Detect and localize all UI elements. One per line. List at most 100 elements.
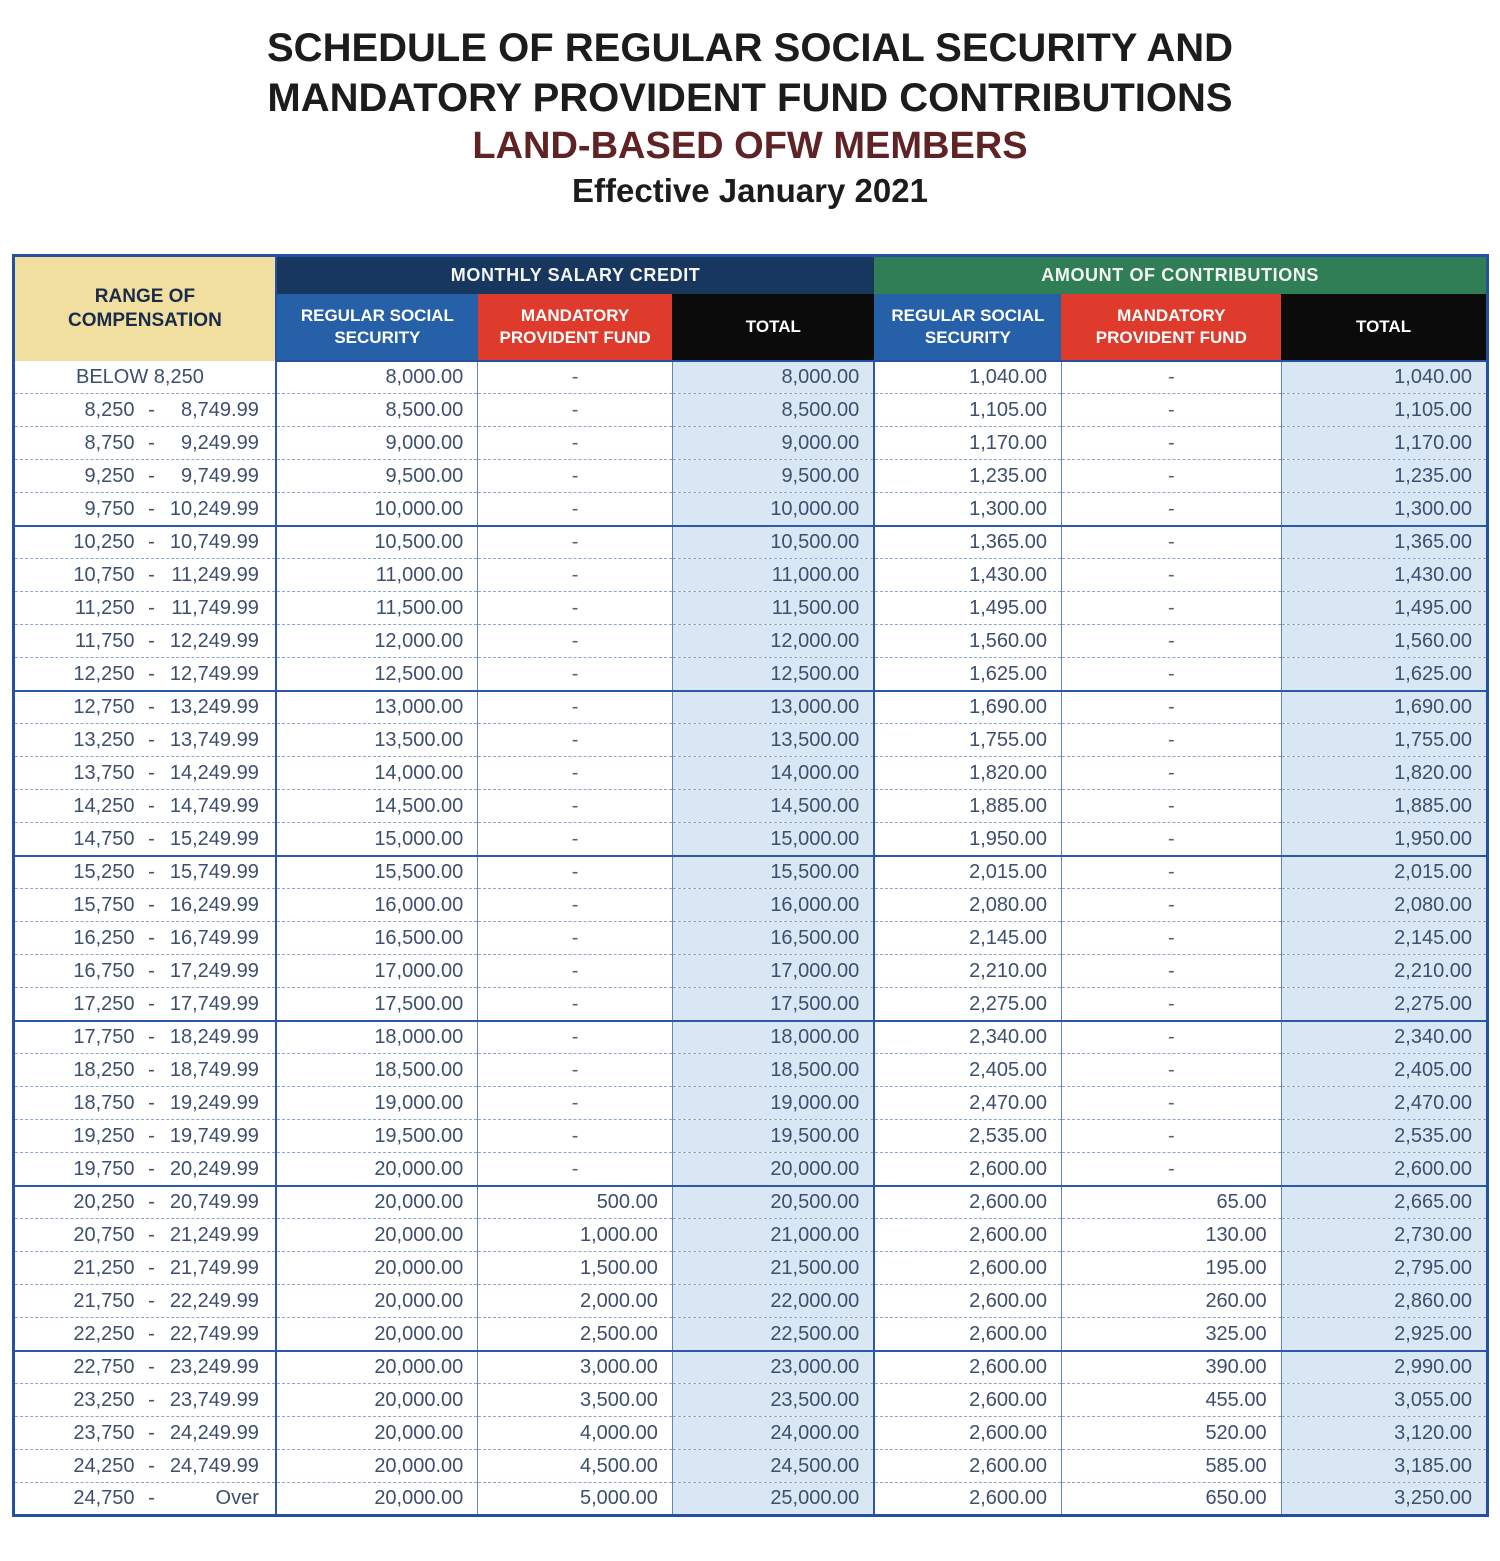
- contribution-total-cell: 2,535.00: [1280, 1119, 1488, 1154]
- range-of-compensation-cell: 10,750 - 11,249.99: [13, 558, 276, 593]
- table-row: 15,250 - 15,749.99 15,500.00 - 15,500.00…: [13, 855, 1488, 890]
- range-low: 21,250: [73, 1256, 135, 1279]
- title-line-3: LAND-BASED OFW MEMBERS: [472, 125, 1028, 168]
- msc-mandatory-provident-fund-cell: -: [477, 888, 673, 923]
- msc-total-cell: 11,500.00: [671, 591, 875, 626]
- table-row: 16,250 - 16,749.99 16,500.00 - 16,500.00…: [13, 921, 1488, 956]
- table-row: 9,250 - 9,749.99 9,500.00 - 9,500.00 1,2…: [13, 459, 1488, 494]
- range-separator: -: [148, 596, 155, 619]
- msc-total-cell: 12,000.00: [671, 624, 875, 659]
- msc-regular-social-security-cell: 20,000.00: [274, 1152, 478, 1187]
- msc-mandatory-provident-fund-cell: 4,000.00: [477, 1416, 673, 1451]
- contribution-mandatory-provident-fund-cell: 390.00: [1060, 1350, 1282, 1385]
- msc-total-cell: 12,500.00: [671, 657, 875, 692]
- range-of-compensation-cell: 13,250 - 13,749.99: [13, 723, 276, 758]
- range-of-compensation-cell: 8,750 - 9,249.99: [13, 426, 276, 461]
- msc-mandatory-provident-fund-cell: -: [477, 492, 673, 527]
- msc-mandatory-provident-fund-cell: -: [477, 558, 673, 593]
- msc-regular-social-security-cell: 8,000.00: [274, 360, 478, 395]
- contribution-regular-social-security-cell: 1,560.00: [873, 624, 1062, 659]
- range-low: 16,250: [73, 926, 135, 949]
- range-separator: -: [148, 1487, 155, 1510]
- msc-mandatory-provident-fund-cell: -: [477, 954, 673, 989]
- range-separator: -: [148, 728, 155, 751]
- range-high: 19,249.99: [169, 1091, 259, 1114]
- range-separator: -: [148, 1388, 155, 1411]
- msc-mandatory-provident-fund-cell: -: [477, 1119, 673, 1154]
- contribution-mandatory-provident-fund-cell: -: [1060, 459, 1282, 494]
- range-separator: -: [148, 629, 155, 652]
- range-of-compensation-cell: 21,750 - 22,249.99: [13, 1284, 276, 1319]
- range-of-compensation-cell: 12,250 - 12,749.99: [13, 657, 276, 692]
- contribution-total-cell: 1,170.00: [1280, 426, 1488, 461]
- range-high: 21,249.99: [169, 1223, 259, 1246]
- range-of-compensation-cell: 14,750 - 15,249.99: [13, 822, 276, 857]
- range-separator: -: [148, 1356, 155, 1379]
- range-separator: -: [148, 1026, 155, 1049]
- range-separator: -: [148, 662, 155, 685]
- msc-total-cell: 18,000.00: [671, 1020, 875, 1055]
- contribution-mandatory-provident-fund-cell: -: [1060, 690, 1282, 725]
- msc-mandatory-provident-fund-cell: -: [477, 690, 673, 725]
- table-row: 17,250 - 17,749.99 17,500.00 - 17,500.00…: [13, 987, 1488, 1022]
- range-high: 23,749.99: [169, 1388, 259, 1411]
- range-high: 8,749.99: [181, 398, 259, 421]
- range-separator: -: [148, 1091, 155, 1114]
- msc-mandatory-provident-fund-cell: -: [477, 1152, 673, 1187]
- range-separator: -: [148, 992, 155, 1015]
- range-high: 21,749.99: [169, 1256, 259, 1279]
- contribution-regular-social-security-cell: 2,145.00: [873, 921, 1062, 956]
- range-high: 16,249.99: [169, 893, 259, 916]
- header-contribution-mandatory-provident-fund: MANDATORY PROVIDENT FUND: [1061, 293, 1282, 362]
- contribution-regular-social-security-cell: 2,080.00: [873, 888, 1062, 923]
- range-low: 24,750: [73, 1487, 135, 1510]
- contribution-total-cell: 1,040.00: [1280, 360, 1488, 395]
- msc-regular-social-security-cell: 13,000.00: [274, 690, 478, 725]
- range-high: 13,249.99: [169, 696, 259, 719]
- range-high: 14,249.99: [169, 761, 259, 784]
- contribution-regular-social-security-cell: 2,600.00: [873, 1284, 1062, 1319]
- range-low: 17,250: [73, 992, 135, 1015]
- contribution-mandatory-provident-fund-cell: -: [1060, 789, 1282, 824]
- range-high: 10,249.99: [169, 497, 259, 520]
- msc-regular-social-security-cell: 16,000.00: [274, 888, 478, 923]
- range-low: 18,750: [73, 1091, 135, 1114]
- contribution-regular-social-security-cell: 1,690.00: [873, 690, 1062, 725]
- msc-regular-social-security-cell: 20,000.00: [274, 1482, 478, 1516]
- range-low: 9,750: [84, 497, 135, 520]
- range-high: 22,749.99: [169, 1322, 259, 1345]
- range-of-compensation-cell: 20,250 - 20,749.99: [13, 1185, 276, 1220]
- contribution-mandatory-provident-fund-cell: -: [1060, 1053, 1282, 1088]
- range-separator: -: [148, 531, 155, 554]
- contribution-regular-social-security-cell: 2,600.00: [873, 1251, 1062, 1286]
- contribution-regular-social-security-cell: 2,600.00: [873, 1449, 1062, 1484]
- contribution-total-cell: 2,015.00: [1280, 855, 1488, 890]
- msc-regular-social-security-cell: 20,000.00: [274, 1218, 478, 1253]
- msc-mandatory-provident-fund-cell: -: [477, 1020, 673, 1055]
- contribution-mandatory-provident-fund-cell: -: [1060, 1086, 1282, 1121]
- contribution-mandatory-provident-fund-cell: -: [1060, 921, 1282, 956]
- range-of-compensation-cell: 8,250 - 8,749.99: [13, 393, 276, 428]
- title-line-4: Effective January 2021: [572, 171, 928, 209]
- contribution-regular-social-security-cell: 2,600.00: [873, 1152, 1062, 1187]
- range-low: 8,750: [84, 431, 135, 454]
- range-low: 12,250: [73, 662, 135, 685]
- contribution-regular-social-security-cell: 2,600.00: [873, 1482, 1062, 1516]
- msc-total-cell: 15,000.00: [671, 822, 875, 857]
- contribution-mandatory-provident-fund-cell: -: [1060, 888, 1282, 923]
- msc-total-cell: 20,500.00: [671, 1185, 875, 1220]
- table-row: 13,750 - 14,249.99 14,000.00 - 14,000.00…: [13, 756, 1488, 791]
- range-separator: -: [148, 1191, 155, 1214]
- contribution-total-cell: 2,925.00: [1280, 1317, 1488, 1352]
- msc-total-cell: 13,500.00: [671, 723, 875, 758]
- contribution-total-cell: 2,405.00: [1280, 1053, 1488, 1088]
- msc-total-cell: 21,000.00: [671, 1218, 875, 1253]
- msc-regular-social-security-cell: 17,000.00: [274, 954, 478, 989]
- msc-mandatory-provident-fund-cell: -: [477, 756, 673, 791]
- msc-total-cell: 16,000.00: [671, 888, 875, 923]
- msc-total-cell: 8,500.00: [671, 393, 875, 428]
- contribution-mandatory-provident-fund-cell: 650.00: [1060, 1482, 1282, 1516]
- table-row: 24,250 - 24,749.99 20,000.00 4,500.00 24…: [13, 1449, 1488, 1484]
- table-body: BELOW 8,250 8,000.00 - 8,000.00 1,040.00…: [13, 360, 1488, 1516]
- contribution-mandatory-provident-fund-cell: 260.00: [1060, 1284, 1282, 1319]
